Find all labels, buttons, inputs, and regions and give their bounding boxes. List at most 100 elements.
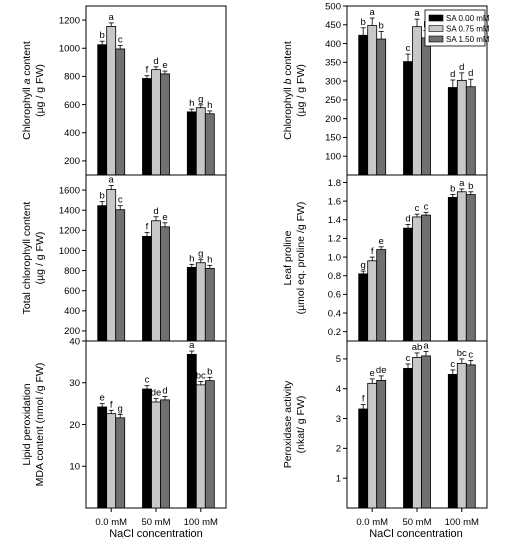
chart-panel-6: 1 2 3 4 5 Peroxidase activity (nkat/ g FW) f e de… <box>282 340 488 528</box>
x-axis-title-right: NaCl concentration <box>369 528 463 540</box>
y-axis-title-line-2: (µmol eq. proline /g FW) <box>295 202 307 315</box>
bar <box>367 25 378 176</box>
bar <box>412 357 422 509</box>
y-tick-label: 2 <box>336 444 341 455</box>
significance-letter: d <box>459 62 464 73</box>
bar <box>151 69 161 176</box>
bar <box>142 78 152 176</box>
chart-panel-3: 200 400 600 800 1000 1200 1400 1600 Total chloro… <box>21 174 227 342</box>
significance-letter: c <box>406 353 411 364</box>
bar <box>465 194 476 342</box>
bar <box>376 249 387 342</box>
bar <box>421 37 431 176</box>
significance-letter: c <box>468 349 473 360</box>
bar <box>358 273 369 342</box>
significance-letter: e <box>162 60 167 71</box>
significance-letter: c <box>118 34 123 45</box>
significance-letter: e <box>162 212 167 223</box>
chart-panel-2: 100 150 200 250 300 350 400 450 500 Chlorophyll b… <box>282 1 488 176</box>
x-tick-label: 100 mM <box>184 517 218 528</box>
significance-letter: h <box>207 100 212 111</box>
bar <box>465 86 476 176</box>
significance-letter: a <box>423 340 429 351</box>
y-tick-label: 600 <box>64 286 80 297</box>
y-tick-label: 100 <box>325 152 341 163</box>
significance-letter: e <box>379 236 384 247</box>
y-tick-label: 20 <box>69 420 80 431</box>
bar <box>186 266 197 342</box>
bar <box>358 408 369 509</box>
bar <box>204 267 215 342</box>
y-tick-label: 30 <box>69 378 80 389</box>
significance-letter: a <box>109 175 115 186</box>
significance-letter: h <box>207 254 212 265</box>
bar <box>204 113 215 176</box>
bar <box>97 44 108 176</box>
significance-letter: g <box>198 94 203 105</box>
bar <box>142 235 152 342</box>
y-axis-title-line-1: Chlorophyll b content <box>282 41 294 140</box>
y-tick-label: 1200 <box>59 226 80 237</box>
significance-letter: f <box>146 65 149 76</box>
significance-letter: c <box>415 203 420 214</box>
significance-letter: d <box>450 69 455 80</box>
y-tick-label: 5 <box>336 354 341 365</box>
significance-letter: f <box>110 399 113 410</box>
bar <box>376 379 387 509</box>
bar <box>115 209 126 342</box>
bar <box>421 214 431 342</box>
x-tick-label: 50 mM <box>141 517 170 528</box>
significance-letter: b <box>379 21 384 32</box>
significance-letter: bc <box>196 370 206 381</box>
bar <box>106 26 117 176</box>
y-axis-title-line-1: Leaf proline <box>282 230 294 285</box>
bar <box>456 79 467 176</box>
chart-panel-5: 10 20 30 40 Lipid peroxidation MDA content (n… <box>21 336 227 528</box>
bar <box>403 368 413 509</box>
x-tick-label: 0.0 mM <box>356 517 388 528</box>
bar <box>115 48 126 176</box>
significance-letter: a <box>189 340 195 351</box>
x-axis-title-left: NaCl concentration <box>109 528 203 540</box>
bar <box>115 417 126 509</box>
chart-panel-4: 0.2 0.4 0.6 0.8 1.0 1.2 1.4 1.6 1.8 Leaf proline(… <box>282 174 488 342</box>
significance-letter: c <box>406 43 411 54</box>
bar <box>403 61 413 176</box>
y-axis-title-line-2: (µg / g FW) <box>34 64 46 117</box>
y-tick-label: 200 <box>64 156 80 167</box>
bar <box>195 384 206 509</box>
bar <box>421 355 431 509</box>
y-axis-title-line-2: (µg / g FW) <box>34 232 46 285</box>
significance-letter: b <box>100 191 105 202</box>
significance-letter: d <box>153 206 158 217</box>
significance-letter: e <box>370 368 375 379</box>
y-tick-label: 1000 <box>59 246 80 257</box>
legend-label: SA 1.50 mM <box>446 35 490 44</box>
y-axis-title-line-1: Chlorophyll a content <box>21 41 33 140</box>
significance-letter: a <box>459 178 465 189</box>
y-tick-label: 10 <box>69 462 80 473</box>
bar <box>447 196 458 342</box>
significance-letter: b <box>361 17 366 28</box>
bar <box>456 191 467 342</box>
bar <box>106 413 117 509</box>
significance-letter: de <box>376 365 387 376</box>
legend-label: SA 0.00 mM <box>446 14 490 23</box>
chart-panel-1: 200 400 600 800 1000 1200 Chlorophyll a conten… <box>21 5 227 176</box>
y-axis-title-line-2: MDA content (nmol /g FW) <box>34 363 46 487</box>
legend-swatch <box>428 14 444 22</box>
y-tick-label: 800 <box>64 266 80 277</box>
bar <box>358 34 369 176</box>
x-tick-label: 100 mM <box>445 517 479 528</box>
y-tick-label: 800 <box>64 72 80 83</box>
y-tick-label: 450 <box>325 20 341 31</box>
significance-letter: g <box>198 249 203 260</box>
significance-letter: d <box>162 386 167 397</box>
significance-letter: c <box>450 359 455 370</box>
bar <box>151 220 161 342</box>
significance-letter: de <box>151 388 162 399</box>
bar <box>160 73 170 176</box>
y-tick-label: 0.8 <box>328 271 341 282</box>
bar <box>412 26 422 176</box>
